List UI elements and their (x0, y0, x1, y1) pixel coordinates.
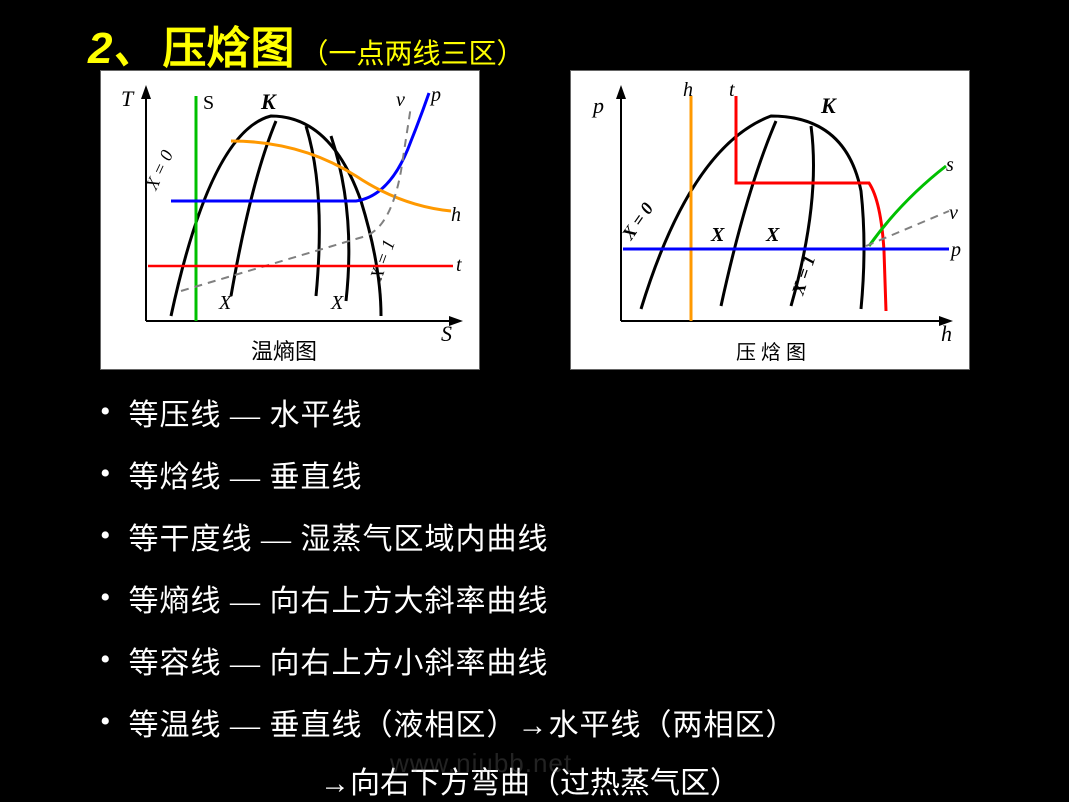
bullet-icon: • (100, 395, 111, 429)
svg-text:X: X (330, 292, 344, 314)
bullet-icon: • (100, 519, 111, 553)
svg-text:h: h (451, 204, 461, 226)
bullet-text: 等压线 — 水平线 (129, 390, 363, 434)
bullet-icon: • (100, 643, 111, 677)
y-axis-label: p (591, 93, 604, 118)
list-item: • 等干度线 — 湿蒸气区域内曲线 (100, 514, 797, 558)
svg-text:S: S (203, 92, 214, 114)
list-item: • 等压线 — 水平线 (100, 390, 797, 434)
svg-text:v: v (396, 89, 405, 111)
y-axis-label: T (121, 86, 135, 111)
bullet-text: 等温线 — 垂直线（液相区）→水平线（两相区） (129, 700, 797, 744)
bullet-icon: • (100, 457, 111, 491)
list-item: • 等熵线 — 向右上方大斜率曲线 (100, 576, 797, 620)
ts-diagram: T S 温熵图 S K p h v t X = 0 X = 1 X X (100, 70, 480, 370)
watermark: www.niubb.net (390, 748, 572, 779)
svg-text:s: s (946, 154, 954, 176)
bullet-text: 等焓线 — 垂直线 (129, 452, 363, 496)
bullet-icon: • (100, 705, 111, 739)
bullet-text: 等干度线 — 湿蒸气区域内曲线 (129, 514, 549, 558)
list-item: • 等容线 — 向右上方小斜率曲线 (100, 638, 797, 682)
x-axis-label: h (941, 321, 952, 346)
ph-diagram: p h 压 焓 图 h t s v p K X = 0 X = 1 X X (570, 70, 970, 370)
svg-text:K: K (820, 93, 837, 118)
svg-text:p: p (429, 84, 441, 106)
svg-text:X = 1: X = 1 (366, 237, 399, 283)
title-main: 压焓图 (162, 12, 294, 76)
bullet-list: • 等压线 — 水平线 • 等焓线 — 垂直线 • 等干度线 — 湿蒸气区域内曲… (100, 390, 797, 762)
title-number: 2、 (88, 12, 156, 76)
svg-text:X = 1: X = 1 (787, 253, 819, 298)
slide-title: 2、 压焓图 （一点两线三区） (88, 12, 525, 76)
title-sub: （一点两线三区） (300, 32, 524, 72)
svg-text:X: X (710, 224, 725, 246)
x-axis-label: S (441, 321, 452, 346)
svg-text:X = 0: X = 0 (617, 199, 657, 244)
svg-text:K: K (260, 89, 277, 114)
svg-text:X: X (765, 224, 780, 246)
bullet-text: 等熵线 — 向右上方大斜率曲线 (129, 576, 549, 620)
svg-text:t: t (729, 79, 735, 101)
svg-text:p: p (949, 239, 961, 261)
list-item: • 等温线 — 垂直线（液相区）→水平线（两相区） (100, 700, 797, 744)
svg-text:v: v (949, 202, 958, 224)
diagram-title: 温熵图 (251, 339, 317, 364)
list-item: • 等焓线 — 垂直线 (100, 452, 797, 496)
svg-text:t: t (456, 254, 462, 276)
bullet-text: 等容线 — 向右上方小斜率曲线 (129, 638, 549, 682)
svg-text:h: h (683, 79, 693, 101)
svg-text:X: X (218, 292, 232, 314)
diagram-title: 压 焓 图 (736, 341, 806, 364)
bullet-icon: • (100, 581, 111, 615)
